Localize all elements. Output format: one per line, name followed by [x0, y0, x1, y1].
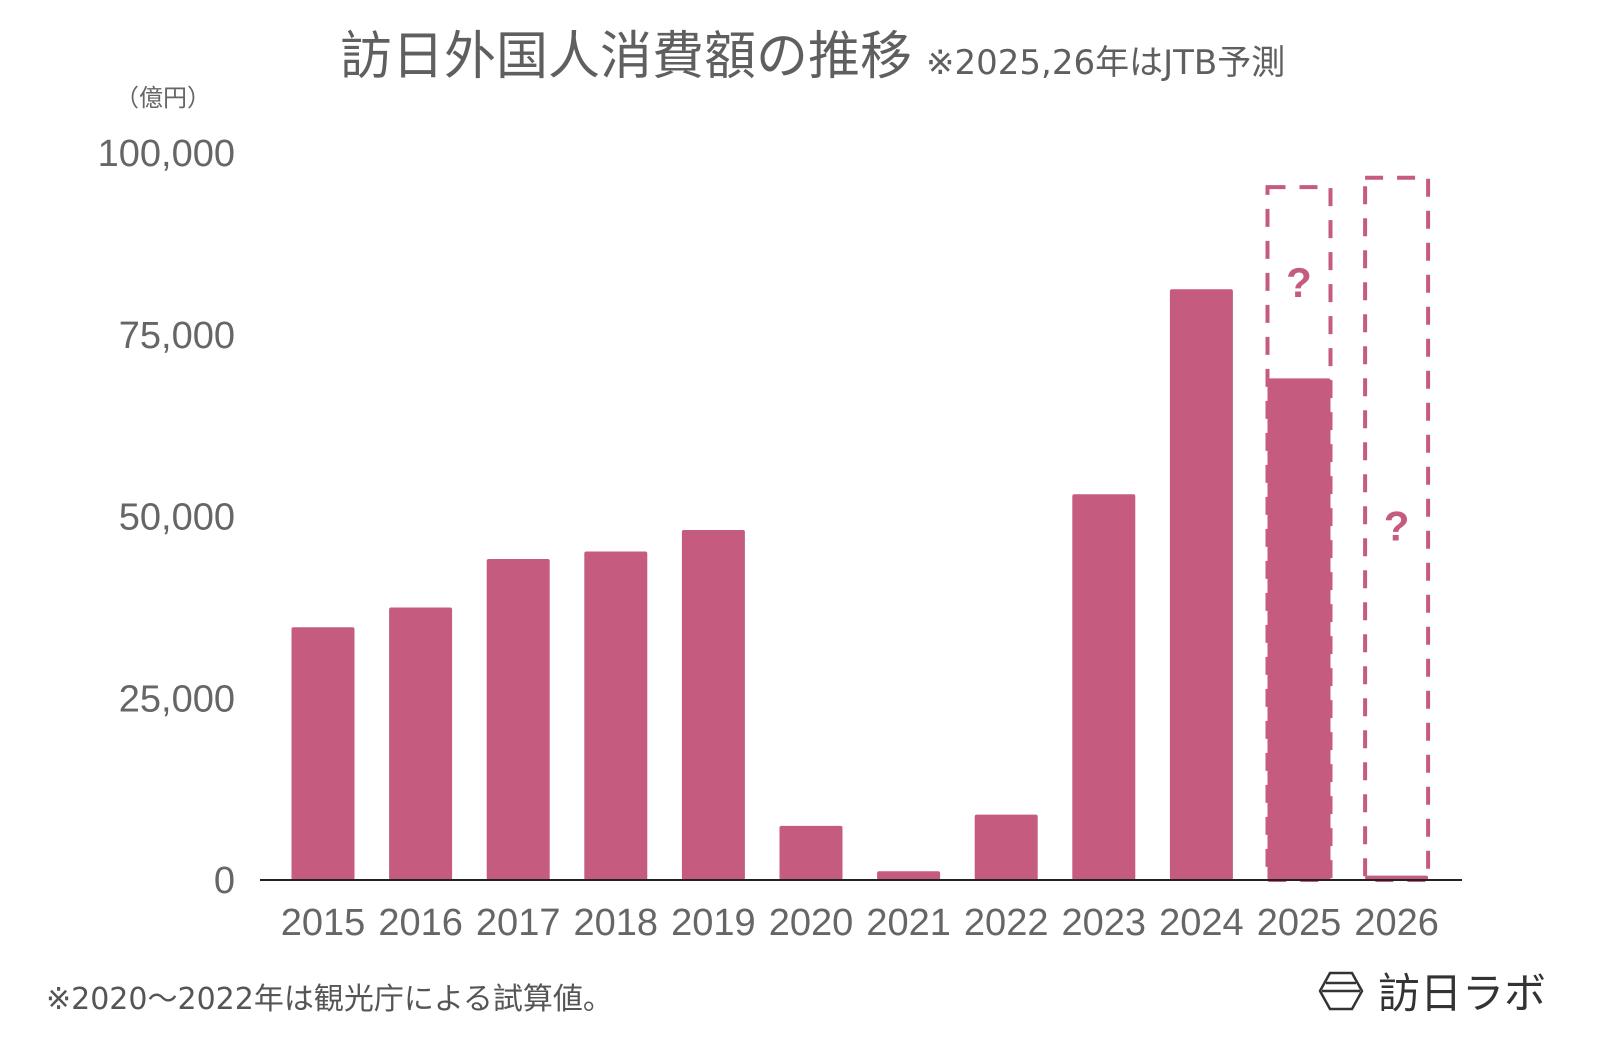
x-tick-label: 2017: [476, 902, 561, 944]
title-text: 訪日外国人消費額の推移: [340, 27, 913, 87]
x-tick-label: 2016: [378, 902, 463, 944]
x-tick-label: 2022: [964, 902, 1049, 944]
footnote: ※2020〜2022年は観光庁による試算値。: [46, 982, 613, 1017]
chart-title: 訪日外国人消費額の推移 ※2025,26年はJTB予測: [340, 14, 1285, 89]
x-tick-label: 2024: [1159, 902, 1244, 944]
bar-2015: [291, 627, 355, 880]
bar-2025: [1267, 378, 1331, 880]
x-tick-label: 2015: [281, 902, 366, 944]
y-tick-label: 75,000: [119, 315, 235, 357]
x-tick-label: 2018: [574, 902, 659, 944]
x-tick-label: 2026: [1354, 902, 1439, 944]
bar-2021: [877, 871, 941, 880]
y-tick-label: 25,000: [119, 678, 235, 720]
y-tick-label: 100,000: [98, 133, 235, 175]
y-tick-label: 0: [214, 860, 235, 902]
forecast-question-mark: ?: [1384, 503, 1410, 550]
bar-2020: [779, 825, 843, 880]
x-tick-label: 2019: [671, 902, 756, 944]
bar-2022: [974, 814, 1038, 880]
y-tick-label: 50,000: [119, 497, 235, 539]
bar-2018: [584, 551, 648, 880]
bar-2017: [486, 558, 550, 880]
x-tick-label: 2025: [1257, 902, 1342, 944]
x-tick-label: 2020: [769, 902, 854, 944]
bar-2024: [1169, 289, 1233, 880]
bar-2026: [1365, 875, 1429, 880]
hexagon-logo-icon: [1318, 971, 1364, 1010]
y-axis-unit: （億円）: [115, 84, 211, 112]
chart-subtitle: ※2025,26年はJTB予測: [926, 43, 1286, 83]
logo: 訪日ラボ: [1318, 960, 1546, 1021]
bar-2019: [681, 530, 745, 880]
bar-2016: [389, 607, 453, 880]
bar-2023: [1072, 494, 1136, 880]
x-tick-label: 2021: [866, 902, 951, 944]
logo-text: 訪日ラボ: [1378, 969, 1547, 1018]
x-tick-label: 2023: [1062, 902, 1147, 944]
forecast-question-mark: ?: [1286, 259, 1312, 306]
